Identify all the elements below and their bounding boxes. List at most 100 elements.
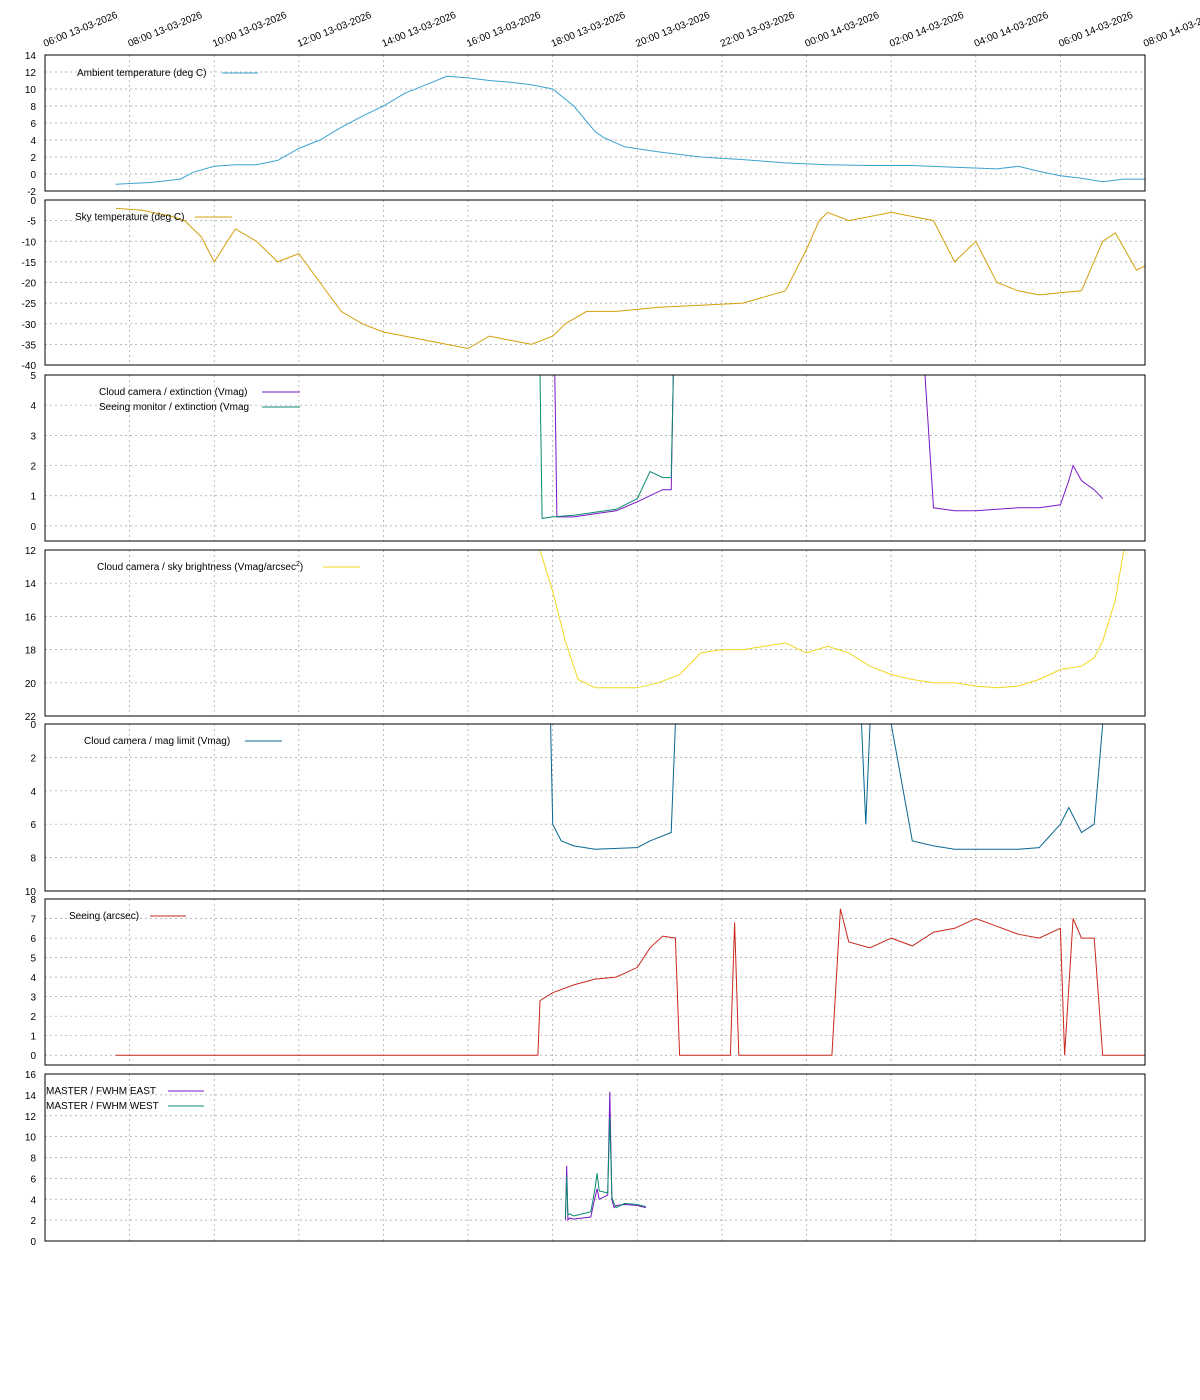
y-tick-label: 0 [30, 720, 36, 731]
y-tick-label: 8 [30, 854, 36, 865]
series-line [115, 75, 1145, 185]
y-tick-label: 6 [30, 820, 36, 831]
time-tick-label: 08:00 14-03-2026 [1142, 10, 1200, 50]
y-tick-label: 0 [30, 522, 36, 533]
time-tick-label: 16:00 13-03-2026 [465, 10, 543, 50]
y-tick-label: -25 [22, 299, 37, 310]
y-tick-label: -30 [22, 320, 37, 331]
series-line [564, 1117, 646, 1219]
y-tick-label: 2 [30, 753, 36, 764]
legend-label: MASTER / FWHM WEST [46, 1101, 159, 1112]
y-tick-label: 3 [30, 431, 36, 442]
chart-panel: 0 2 4 6 8 10 Cloud camera / mag limit (Vmag) [25, 720, 1146, 898]
y-tick-label: 8 [30, 102, 36, 113]
y-tick-label: 1 [30, 492, 36, 503]
legend-label: Cloud camera / mag limit (Vmag) [84, 736, 230, 747]
y-tick-label: 4 [30, 136, 36, 147]
chart-panel: 12 14 16 18 20 22 Cloud camera / sky brightnes… [25, 546, 1146, 723]
y-tick-label: -10 [22, 237, 37, 248]
y-tick-label: -20 [22, 279, 37, 290]
y-tick-label: 14 [25, 51, 37, 62]
y-tick-label: 8 [30, 895, 36, 906]
chart-panel: 0 1 2 3 4 5 6 7 8 Seeing (arcsec) [30, 895, 1146, 1066]
time-tick-label: 02:00 14-03-2026 [888, 10, 966, 50]
legend-label: MASTER / FWHM EAST [46, 1086, 156, 1097]
y-tick-label: 12 [25, 1112, 37, 1123]
y-tick-label: 0 [30, 170, 36, 181]
y-tick-label: 22 [25, 712, 37, 723]
y-tick-label: 2 [30, 462, 36, 473]
time-tick-label: 06:00 14-03-2026 [1057, 10, 1135, 50]
series-line [564, 1091, 646, 1222]
y-tick-label: 10 [25, 1133, 37, 1144]
y-tick-label: 3 [30, 993, 36, 1004]
panel-frame [44, 898, 1146, 1066]
time-axis-tick-labels: 06:00 13-03-2026 08:00 13-03-2026 10:00 13… [42, 10, 1200, 50]
y-tick-label: 6 [30, 934, 36, 945]
series-line [552, 375, 1104, 518]
y-tick-label: 2 [30, 1012, 36, 1023]
y-tick-label: 5 [30, 371, 36, 382]
chart-panel: 0 1 2 3 4 5 Cloud camera / extinction (Vmag) Se… [30, 371, 1146, 542]
time-tick-label: 14:00 13-03-2026 [380, 10, 458, 50]
chart-panel: 0 2 4 6 8 10 12 14 16 MASTER / FWHM EAST MASTER / … [25, 1070, 1146, 1248]
time-tick-label: 22:00 13-03-2026 [719, 10, 797, 50]
panel-frame [44, 54, 1146, 192]
y-tick-label: 14 [25, 1091, 37, 1102]
chart-panel: 0 -5 -10 -15 -20 -25 -30 -35 -40 Sky temperature … [22, 196, 1146, 372]
y-tick-label: 4 [30, 973, 36, 984]
y-tick-label: 4 [30, 1195, 36, 1206]
panel-frame [44, 1073, 1146, 1242]
panel-frame [44, 549, 1146, 717]
legend-label: Ambient temperature (deg C) [77, 68, 207, 79]
chart-panel: -2 0 2 4 6 8 10 12 14 Ambient temperature (deg C) [25, 51, 1146, 198]
y-tick-label: 0 [30, 1237, 36, 1248]
y-tick-label: 1 [30, 1032, 36, 1043]
time-tick-label: 08:00 13-03-2026 [127, 10, 205, 50]
y-tick-label: -5 [27, 217, 36, 228]
y-tick-label: -15 [22, 258, 37, 269]
y-tick-label: 6 [30, 1174, 36, 1185]
y-tick-label: 4 [30, 787, 36, 798]
time-tick-label: 20:00 13-03-2026 [634, 10, 712, 50]
y-tick-label: 6 [30, 119, 36, 130]
panel-frame [44, 374, 1146, 542]
y-tick-label: 14 [25, 579, 37, 590]
y-tick-label: 2 [30, 153, 36, 164]
legend-label: Cloud camera / sky brightness (Vmag/arcs… [97, 561, 303, 573]
y-tick-label: 16 [25, 1070, 37, 1081]
time-tick-label: 12:00 13-03-2026 [296, 10, 374, 50]
legend-label: Seeing (arcsec) [69, 911, 139, 922]
series-line [539, 550, 1125, 689]
y-tick-label: 16 [25, 612, 37, 623]
y-tick-label: 20 [25, 679, 37, 690]
y-tick-label: 10 [25, 85, 37, 96]
panel-frame [44, 723, 1146, 892]
y-tick-label: -35 [22, 340, 37, 351]
y-tick-label: 18 [25, 646, 37, 657]
time-tick-label: 06:00 13-03-2026 [42, 10, 120, 50]
legend-label: Cloud camera / extinction (Vmag) [99, 387, 247, 398]
series-line [115, 207, 1145, 350]
y-tick-label: 12 [25, 68, 37, 79]
y-tick-label: 7 [30, 915, 36, 926]
time-tick-label: 04:00 14-03-2026 [973, 10, 1051, 50]
y-tick-label: 0 [30, 196, 36, 207]
time-tick-label: 10:00 13-03-2026 [211, 10, 289, 50]
series-line [115, 724, 1145, 850]
y-tick-label: 5 [30, 954, 36, 965]
series-line [539, 375, 680, 519]
y-tick-label: 10 [25, 887, 37, 898]
panel-frame [44, 199, 1146, 366]
time-tick-label: 18:00 13-03-2026 [550, 10, 628, 50]
legend-label: Sky temperature (deg C) [75, 212, 185, 223]
legend-label: Seeing monitor / extinction (Vmag [99, 402, 249, 413]
y-tick-label: 12 [25, 546, 37, 557]
y-tick-label: 0 [30, 1051, 36, 1062]
y-tick-label: 4 [30, 401, 36, 412]
y-tick-label: -2 [27, 187, 36, 198]
y-tick-label: 2 [30, 1216, 36, 1227]
y-tick-label: 8 [30, 1154, 36, 1165]
